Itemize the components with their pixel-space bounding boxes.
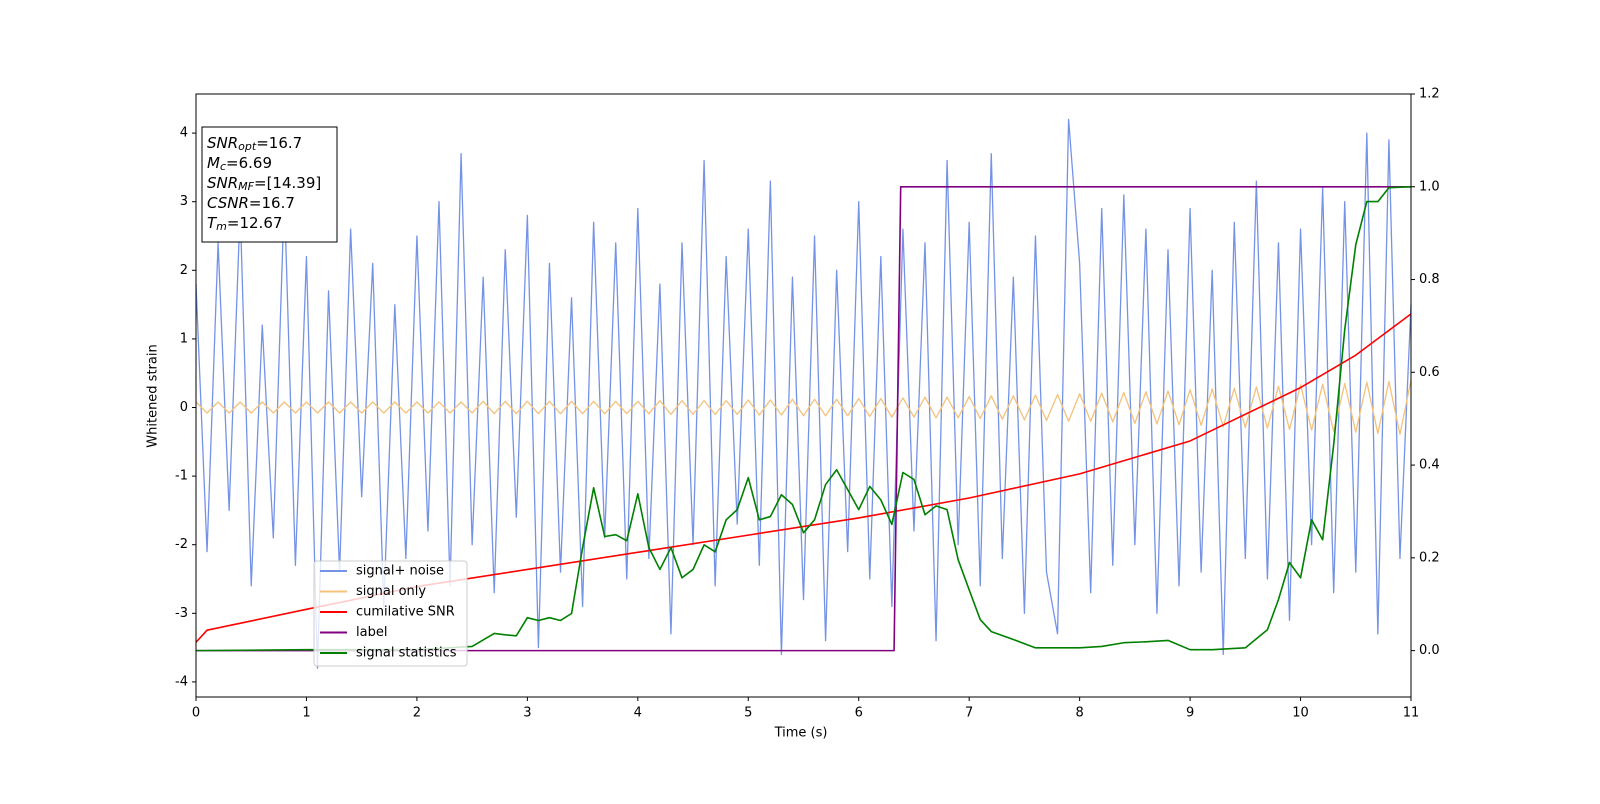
x-tick-label: 0 [192,706,200,721]
series-line [195,118,1412,669]
series-line [195,379,1412,435]
y2-tick-label: 0.0 [1419,643,1440,658]
x-tick-label: 9 [1186,706,1194,721]
y-axis-label: Whitened strain [146,344,161,447]
y-tick-label: -1 [175,469,188,484]
annotation-subscript: MF [238,180,254,193]
y2-tick-label: 0.8 [1419,272,1440,287]
y-tick-label: 0 [180,400,188,415]
annotation-value: =16.7 [249,194,295,212]
legend-label: label [356,625,387,640]
series-line [195,313,1412,643]
annotation-value: =12.67 [227,214,283,232]
y2-tick-label: 0.2 [1419,550,1440,565]
y-tick-label: -4 [175,674,188,689]
annotation-subscript: c [220,160,226,173]
annotation-symbol: SNR [207,174,238,192]
annotation-subscript: opt [238,140,257,153]
y-tick-label: -2 [175,537,188,552]
x-tick-label: 7 [965,706,973,721]
legend-label: cumilative SNR [356,605,455,620]
legend: signal+ noise signal only cumilative SNR la… [313,560,468,667]
y-tick-label: 4 [180,126,188,141]
x-tick-label: 1 [302,706,310,721]
x-tick-label: 5 [744,706,752,721]
y2-tick-label: 0.6 [1419,365,1440,380]
x-tick-label: 3 [523,706,531,721]
annotation-symbol: CSNR [207,194,249,212]
legend-label: signal only [356,584,426,599]
axes-frame [195,93,1412,698]
annotation-line: SNRMF=[14.39] [207,174,321,194]
y2-tick-label: 1.2 [1419,87,1440,102]
x-axis-label: Time (s) [774,726,828,741]
legend-frame [313,560,468,667]
y2-tick-label: 1.0 [1419,179,1440,194]
y2-tick-label: 0.4 [1419,458,1440,473]
x-tick-label: 11 [1403,706,1420,721]
annotation-symbol: M [207,154,220,172]
annotation-value: =[14.39] [254,174,321,192]
y-tick-label: 3 [180,194,188,209]
annotation-value: =6.69 [226,154,272,172]
y-tick-label: -3 [175,606,188,621]
plot-area [195,118,1412,669]
legend-label: signal+ noise [356,564,444,579]
annotation-line: Mc=6.69 [207,154,272,174]
x-tick-label: 10 [1292,706,1309,721]
y-tick-label: 1 [180,331,188,346]
x-tick-label: 6 [855,706,863,721]
legend-label: signal statistics [356,646,457,661]
annotation-value: =16.7 [256,134,302,152]
x-tick-label: 2 [413,706,421,721]
annotation-line: Tm=12.67 [207,214,282,234]
axes: 0 1 2 3 4 5 6 7 8 9 10 11 -4 -3 -2 -1 0 1 2 3 4 0.0 0.2 0.4 0.6 0… [175,87,1440,721]
series-line [195,185,1412,652]
y-tick-label: 2 [180,263,188,278]
series-line [196,185,1411,652]
annotation-symbol: T [207,214,218,232]
x-tick-label: 8 [1075,706,1083,721]
annotation-symbol: SNR [207,134,238,152]
annotation-line: CSNR=16.7 [207,194,295,212]
annotation-box: SNRopt=16.7Mc=6.69SNRMF=[14.39]CSNR=16.7… [201,126,338,243]
annotation-frame [201,126,338,243]
x-tick-label: 4 [634,706,642,721]
annotation-line: SNRopt=16.7 [207,134,302,154]
annotation-subscript: m [216,220,227,233]
